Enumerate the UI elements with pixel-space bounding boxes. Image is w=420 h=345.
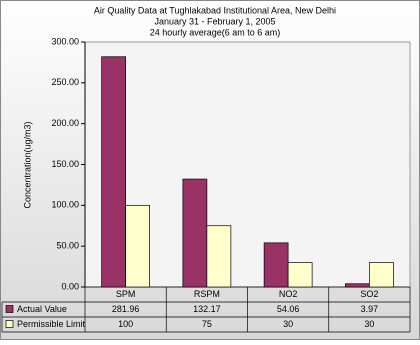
table-value: 54.06 [277,304,300,314]
x-tick-label: SPM [116,289,136,299]
x-tick-label: SO2 [360,289,378,299]
bar [369,262,394,288]
chart-subtitle: January 31 - February 1, 2005 [154,16,275,26]
chart-subtitle: 24 hourly average(6 am to 6 am) [150,27,281,37]
x-tick-label: NO2 [279,289,298,299]
table-value: 3.97 [361,304,379,314]
table-value: 75 [202,319,212,329]
bar [125,204,150,288]
y-tick-label: 150.00 [51,159,79,169]
bar [345,283,370,288]
bar [101,56,126,288]
y-tick-label: 250.00 [51,77,79,87]
table-value: 132.17 [193,304,221,314]
table-value: 30 [364,319,374,329]
legend-label: Actual Value [17,304,67,314]
y-tick-label: 200.00 [51,118,79,128]
bar [182,178,208,288]
table-value: 100 [118,319,133,329]
legend-swatch [5,320,14,328]
bar [206,225,232,288]
y-tick-label: 100.00 [51,200,79,210]
table-value: 30 [283,319,293,329]
y-axis-label: Concentration(ug/m3) [22,121,32,208]
bar [263,242,289,288]
y-tick-label: 50.00 [56,241,79,251]
chart-title: Air Quality Data at Tughlakabad Institut… [94,5,336,15]
x-tick-label: RSPM [194,289,220,299]
bar [287,262,313,288]
y-tick-label: 300.00 [51,36,79,46]
legend-swatch [5,305,14,313]
y-tick-label: 0.00 [61,281,79,291]
legend-label: Permissible Limit [17,319,86,329]
table-value: 281.96 [112,304,140,314]
